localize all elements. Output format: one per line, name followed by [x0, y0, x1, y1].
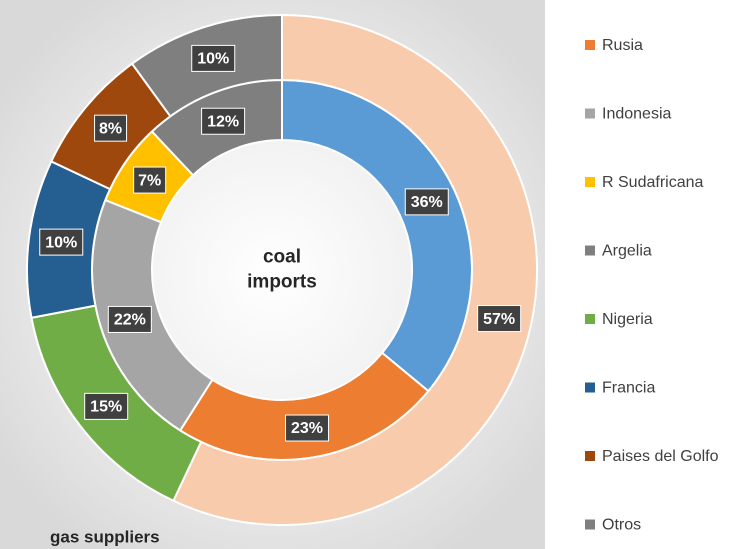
legend-swatch	[585, 451, 595, 461]
legend-label: Otros	[602, 517, 641, 534]
data-label: 36%	[411, 194, 443, 211]
legend-swatch	[585, 177, 595, 187]
data-label: 23%	[291, 420, 323, 437]
legend-label: Paises del Golfo	[602, 448, 719, 465]
legend-swatch	[585, 382, 595, 393]
data-label-box	[477, 305, 522, 333]
legend-swatch	[585, 519, 595, 530]
legend-label: Francia	[602, 380, 655, 397]
data-label: 22%	[114, 312, 146, 329]
slice	[172, 13, 538, 526]
legend-swatch	[585, 40, 595, 50]
legend-label: Indonesia	[602, 106, 671, 123]
data-label-box	[39, 228, 84, 256]
legend-label: R Sudafricana	[602, 174, 703, 191]
data-label-box	[94, 114, 128, 142]
data-label-box	[133, 166, 167, 194]
data-label-box	[191, 44, 236, 72]
legend-label: Argelia	[602, 243, 652, 260]
data-label-box	[84, 392, 129, 420]
data-label-box	[404, 188, 449, 216]
data-label-box	[107, 305, 152, 333]
data-label: 7%	[138, 172, 161, 189]
legend-swatch	[585, 108, 595, 119]
inner-ring-title: coal imports	[247, 246, 317, 292]
data-label: 12%	[207, 113, 239, 130]
legend-label: Rusia	[602, 37, 643, 54]
data-label: 10%	[197, 51, 229, 68]
data-label: 57%	[483, 311, 515, 328]
legend-label: Nigeria	[602, 311, 653, 328]
data-label: 10%	[45, 234, 77, 251]
outer-ring-title: gas suppliers	[50, 527, 160, 546]
data-label: 15%	[90, 399, 122, 416]
data-label-box	[285, 414, 330, 442]
data-label: 8%	[99, 120, 122, 137]
legend-swatch	[585, 314, 595, 324]
data-label-box	[201, 107, 246, 135]
legend-swatch	[585, 245, 595, 256]
